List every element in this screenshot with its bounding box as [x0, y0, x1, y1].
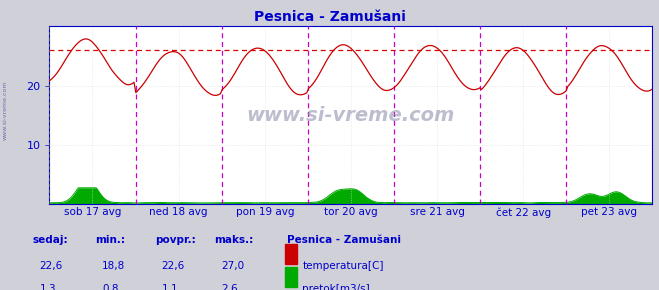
- Text: Pesnica - Zamušani: Pesnica - Zamušani: [254, 10, 405, 24]
- Text: povpr.:: povpr.:: [155, 235, 196, 245]
- Text: sedaj:: sedaj:: [33, 235, 69, 245]
- Text: www.si-vreme.com: www.si-vreme.com: [3, 80, 8, 140]
- Text: min.:: min.:: [96, 235, 126, 245]
- Text: 22,6: 22,6: [161, 261, 185, 271]
- Bar: [285, 244, 297, 264]
- Text: maks.:: maks.:: [214, 235, 254, 245]
- Text: www.si-vreme.com: www.si-vreme.com: [246, 106, 455, 125]
- Text: temperatura[C]: temperatura[C]: [302, 261, 384, 271]
- Text: 27,0: 27,0: [221, 261, 244, 271]
- Text: pretok[m3/s]: pretok[m3/s]: [302, 284, 370, 290]
- Bar: [285, 267, 297, 287]
- Text: 22,6: 22,6: [40, 261, 63, 271]
- Text: 1,3: 1,3: [40, 284, 56, 290]
- Text: 1,1: 1,1: [161, 284, 178, 290]
- Text: Pesnica - Zamušani: Pesnica - Zamušani: [287, 235, 401, 245]
- Text: 2,6: 2,6: [221, 284, 237, 290]
- Text: 0,8: 0,8: [102, 284, 119, 290]
- Text: 18,8: 18,8: [102, 261, 125, 271]
